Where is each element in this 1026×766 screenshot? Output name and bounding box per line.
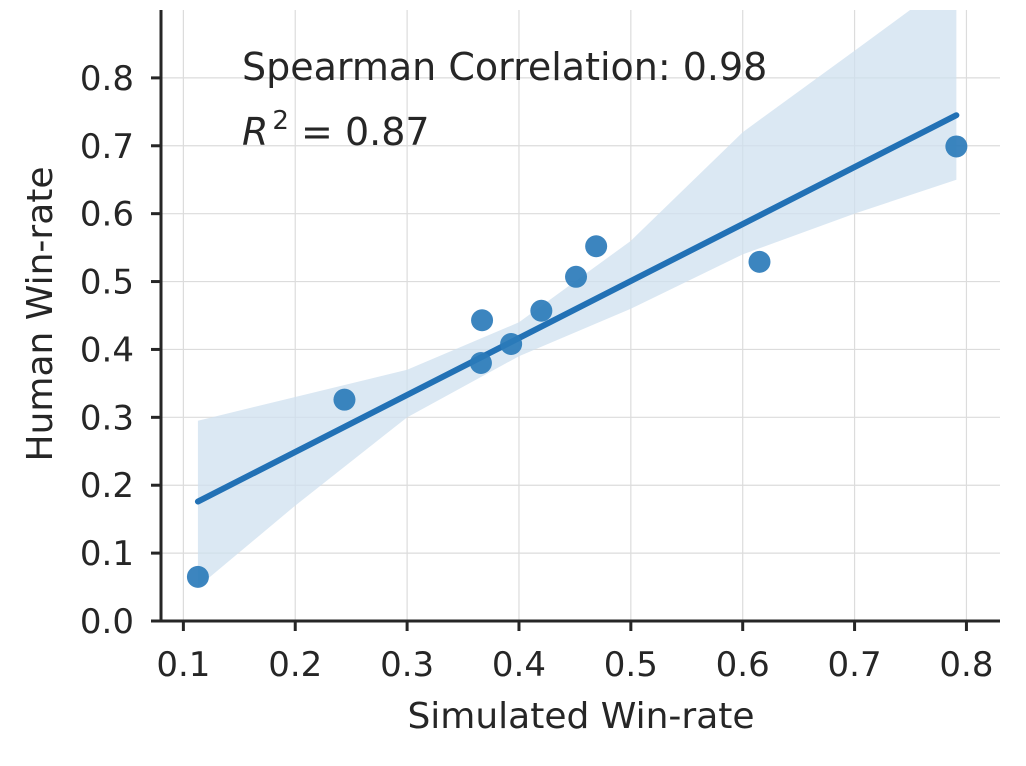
data-point: [945, 135, 968, 158]
axes: 0.1 0.2 0.3 0.4 0.5 0.6 0.7 0.8 0.0 0.1 0.2 0.3 0.4 0…: [80, 10, 1000, 685]
y-tick-label: 0.5: [80, 263, 134, 303]
scatter-points: [186, 135, 968, 588]
x-tick-label: 0.3: [380, 645, 434, 685]
confidence-band: [197, 10, 957, 588]
y-tick-label: 0.8: [80, 59, 134, 99]
y-tick-label: 0.2: [80, 466, 134, 506]
y-axis-title: Human Win-rate: [20, 166, 61, 461]
data-point: [186, 565, 209, 588]
data-point: [333, 388, 356, 411]
x-tick-label: 0.7: [828, 645, 882, 685]
r-squared-value: = 0.87: [289, 110, 430, 154]
data-point: [530, 299, 553, 322]
r-squared-exponent: 2: [272, 106, 289, 136]
x-tick-label: 0.4: [492, 645, 546, 685]
data-point: [565, 265, 588, 288]
x-tick-label: 0.8: [939, 645, 993, 685]
y-tick-label: 0.1: [80, 534, 134, 574]
x-axis-title: Simulated Win-rate: [407, 696, 754, 737]
spearman-annotation: Spearman Correlation: 0.98: [242, 45, 767, 89]
y-tick-label: 0.0: [80, 602, 134, 642]
x-tick-label: 0.2: [268, 645, 322, 685]
x-tick-label: 0.6: [716, 645, 770, 685]
regression-line: [194, 112, 960, 505]
y-tick-label: 0.4: [80, 330, 134, 370]
r-squared-symbol: R: [242, 110, 268, 154]
x-tick-label: 0.1: [156, 645, 210, 685]
y-tick-label: 0.3: [80, 398, 134, 438]
y-tick-label: 0.6: [80, 195, 134, 235]
y-tick-label: 0.7: [80, 127, 134, 167]
data-point: [469, 352, 492, 375]
data-point: [500, 333, 523, 356]
data-point: [471, 309, 494, 332]
data-point: [585, 235, 608, 258]
x-tick-label: 0.5: [604, 645, 658, 685]
data-point: [748, 250, 771, 273]
